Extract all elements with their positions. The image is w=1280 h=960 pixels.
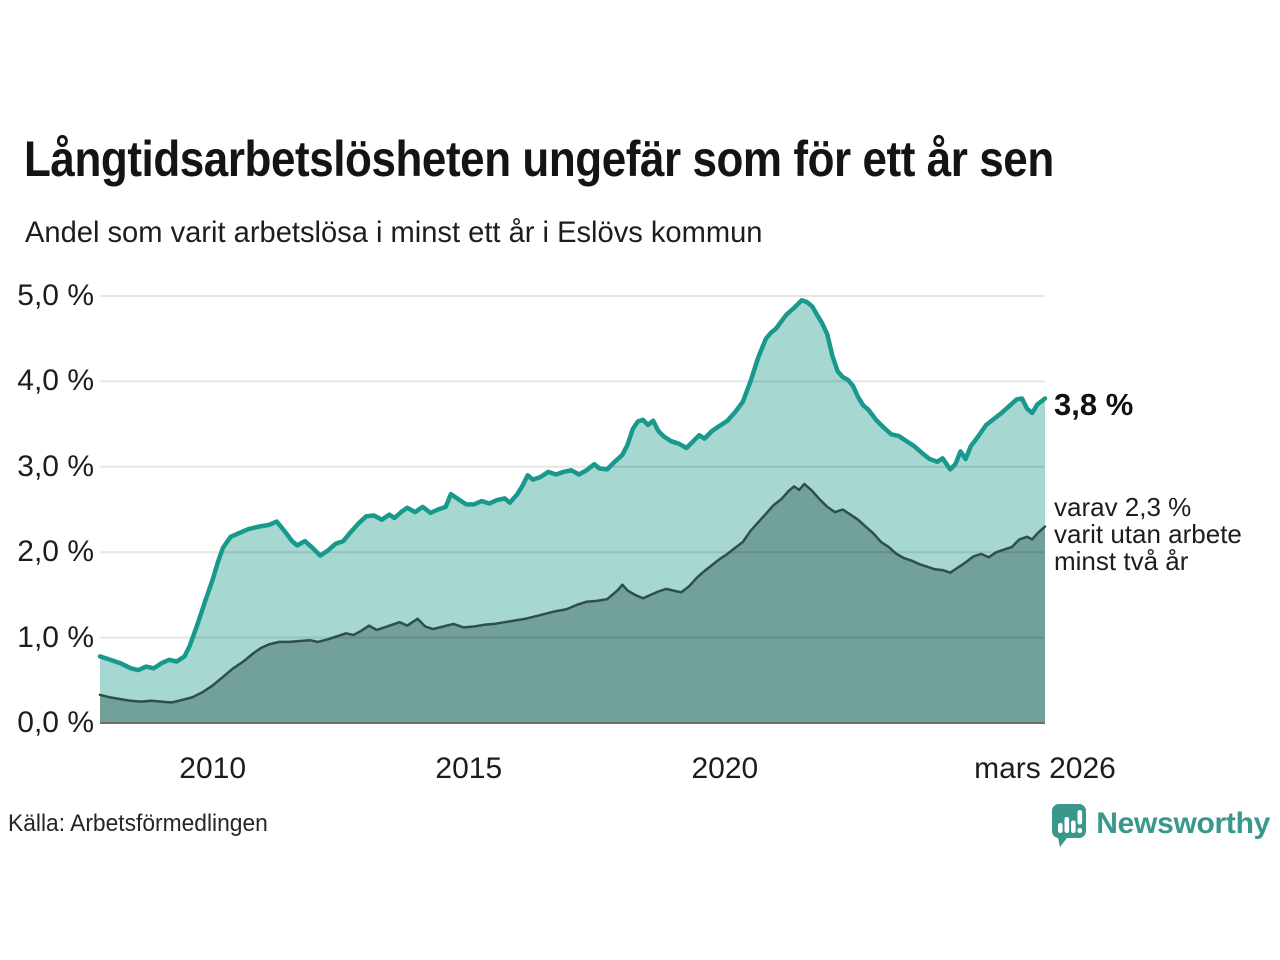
y-tick-label: 3,0 % xyxy=(17,449,94,483)
secondary-series-note: varav 2,3 % varit utan arbete minst två … xyxy=(1054,492,1242,576)
y-tick-label: 5,0 % xyxy=(17,279,94,312)
bar-small xyxy=(1058,823,1063,833)
bar-medium xyxy=(1071,820,1076,833)
y-tick-label: 0,0 % xyxy=(17,706,94,739)
chart-title: Långtidsarbetslösheten ungefär som för e… xyxy=(24,131,1054,187)
x-tick-label: mars 2026 xyxy=(974,752,1116,785)
source-caption: Källa: Arbetsförmedlingen xyxy=(8,810,268,837)
y-tick-label: 1,0 % xyxy=(17,620,94,654)
brand-name: Newsworthy xyxy=(1096,807,1270,840)
newsworthy-bubble-chart-icon xyxy=(1052,804,1087,847)
chart-subtitle: Andel som varit arbetslösa i minst ett å… xyxy=(25,216,763,249)
bar-tall xyxy=(1064,817,1070,833)
series-line-0 xyxy=(97,298,1048,673)
x-tick-label: 2020 xyxy=(691,752,759,785)
latest-value-label: 3,8 % xyxy=(1054,387,1134,422)
exclamation-bar xyxy=(1077,810,1083,825)
x-tick-label: 2015 xyxy=(435,752,503,785)
y-tick-label: 2,0 % xyxy=(17,535,94,569)
series-line-1 xyxy=(98,482,1047,704)
exclamation-dot xyxy=(1077,828,1083,833)
area-fill-1 xyxy=(100,483,1045,723)
y-tick-label: 4,0 % xyxy=(17,364,94,398)
newsworthy-logo: Newsworthy xyxy=(1048,800,1270,852)
x-tick-label: 2010 xyxy=(179,752,247,785)
